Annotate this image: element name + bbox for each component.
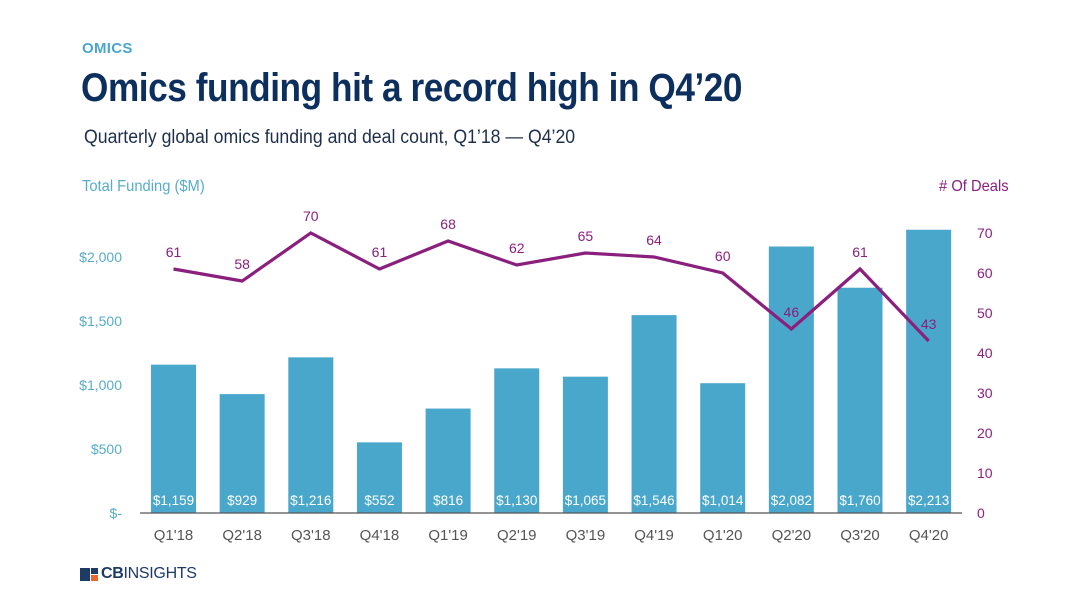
deals-data-label: 65 bbox=[578, 228, 594, 244]
x-tick-label: Q3'20 bbox=[840, 527, 880, 544]
y-right-tick-label: 10 bbox=[977, 465, 993, 481]
x-tick-label: Q2'19 bbox=[497, 527, 537, 544]
funding-bar-label: $1,159 bbox=[153, 493, 194, 508]
y-left-tick-label: $- bbox=[110, 505, 123, 521]
deals-data-label: 64 bbox=[646, 232, 662, 248]
funding-bar-label: $816 bbox=[433, 493, 463, 508]
deals-data-label: 61 bbox=[852, 244, 868, 260]
y-axis-left-title: Total Funding ($M) bbox=[82, 178, 205, 195]
deals-data-label: 46 bbox=[784, 304, 800, 320]
funding-bar bbox=[494, 368, 540, 513]
funding-bar bbox=[288, 357, 334, 513]
deals-data-label: 62 bbox=[509, 240, 525, 256]
funding-bar-label: $1,014 bbox=[702, 493, 744, 508]
funding-bar bbox=[151, 364, 196, 513]
y-right-tick-label: 40 bbox=[977, 345, 993, 361]
x-tick-label: Q2'20 bbox=[772, 527, 812, 544]
funding-bar-label: $1,546 bbox=[633, 493, 674, 508]
deals-data-label: 58 bbox=[234, 256, 250, 272]
funding-bar-label: $552 bbox=[364, 493, 394, 508]
funding-bar-label: $2,213 bbox=[908, 493, 949, 508]
chart-subtitle: Quarterly global omics funding and deal … bbox=[84, 127, 576, 148]
y-right-tick-label: 20 bbox=[977, 425, 993, 441]
x-tick-label: Q2'18 bbox=[222, 527, 262, 544]
x-tick-label: Q4'19 bbox=[634, 527, 674, 544]
funding-bar bbox=[631, 315, 677, 513]
x-tick-label: Q1'20 bbox=[703, 527, 743, 544]
y-left-tick-label: $500 bbox=[91, 441, 122, 457]
x-tick-label: Q3'19 bbox=[566, 527, 606, 544]
funding-bar bbox=[562, 376, 608, 513]
x-tick-label: Q4'18 bbox=[360, 527, 400, 544]
brand-name-light: INSIGHTS bbox=[123, 565, 197, 582]
y-left-tick-label: $1,500 bbox=[79, 313, 122, 329]
cbinsights-logo: CBINSIGHTS bbox=[80, 565, 197, 583]
funding-bar bbox=[356, 442, 402, 513]
funding-bar bbox=[837, 287, 883, 513]
x-tick-label: Q3'18 bbox=[291, 527, 331, 544]
deals-data-label: 61 bbox=[166, 244, 182, 260]
funding-bar bbox=[768, 246, 814, 513]
deals-data-label: 70 bbox=[303, 208, 319, 224]
deals-data-label: 60 bbox=[715, 248, 731, 264]
deals-data-label: 61 bbox=[372, 244, 388, 260]
funding-bar-label: $929 bbox=[227, 493, 257, 508]
funding-bar-label: $1,216 bbox=[290, 493, 331, 508]
funding-bar-label: $2,082 bbox=[771, 493, 812, 508]
section-eyebrow: OMICS bbox=[82, 40, 133, 57]
brand-name-bold: CB bbox=[101, 565, 124, 582]
funding-bar bbox=[425, 408, 471, 513]
funding-bar bbox=[219, 394, 265, 513]
x-tick-label: Q4'20 bbox=[909, 527, 949, 544]
brand-name: CBINSIGHTS bbox=[101, 565, 197, 583]
deals-data-label: 68 bbox=[440, 216, 456, 232]
funding-bar-label: $1,760 bbox=[839, 493, 880, 508]
funding-bar bbox=[906, 229, 952, 513]
x-tick-label: Q1'19 bbox=[428, 527, 468, 544]
deals-line bbox=[173, 231, 930, 343]
y-right-tick-label: 0 bbox=[977, 505, 985, 521]
chart-title: Omics funding hit a record high in Q4’20 bbox=[81, 66, 743, 110]
x-tick-label: Q1'18 bbox=[154, 527, 194, 544]
deals-data-label: 43 bbox=[921, 316, 937, 332]
y-left-tick-label: $2,000 bbox=[79, 249, 122, 265]
y-axis-right-title: # Of Deals bbox=[939, 178, 1009, 195]
y-right-tick-label: 60 bbox=[977, 265, 993, 281]
y-right-tick-label: 30 bbox=[977, 385, 993, 401]
y-right-tick-label: 70 bbox=[977, 225, 993, 241]
funding-bar bbox=[700, 383, 746, 513]
y-right-tick-label: 50 bbox=[977, 305, 993, 321]
cbinsights-logo-icon bbox=[80, 567, 98, 581]
funding-bar-label: $1,130 bbox=[496, 493, 537, 508]
y-left-tick-label: $1,000 bbox=[79, 377, 122, 393]
funding-bar-label: $1,065 bbox=[565, 493, 606, 508]
